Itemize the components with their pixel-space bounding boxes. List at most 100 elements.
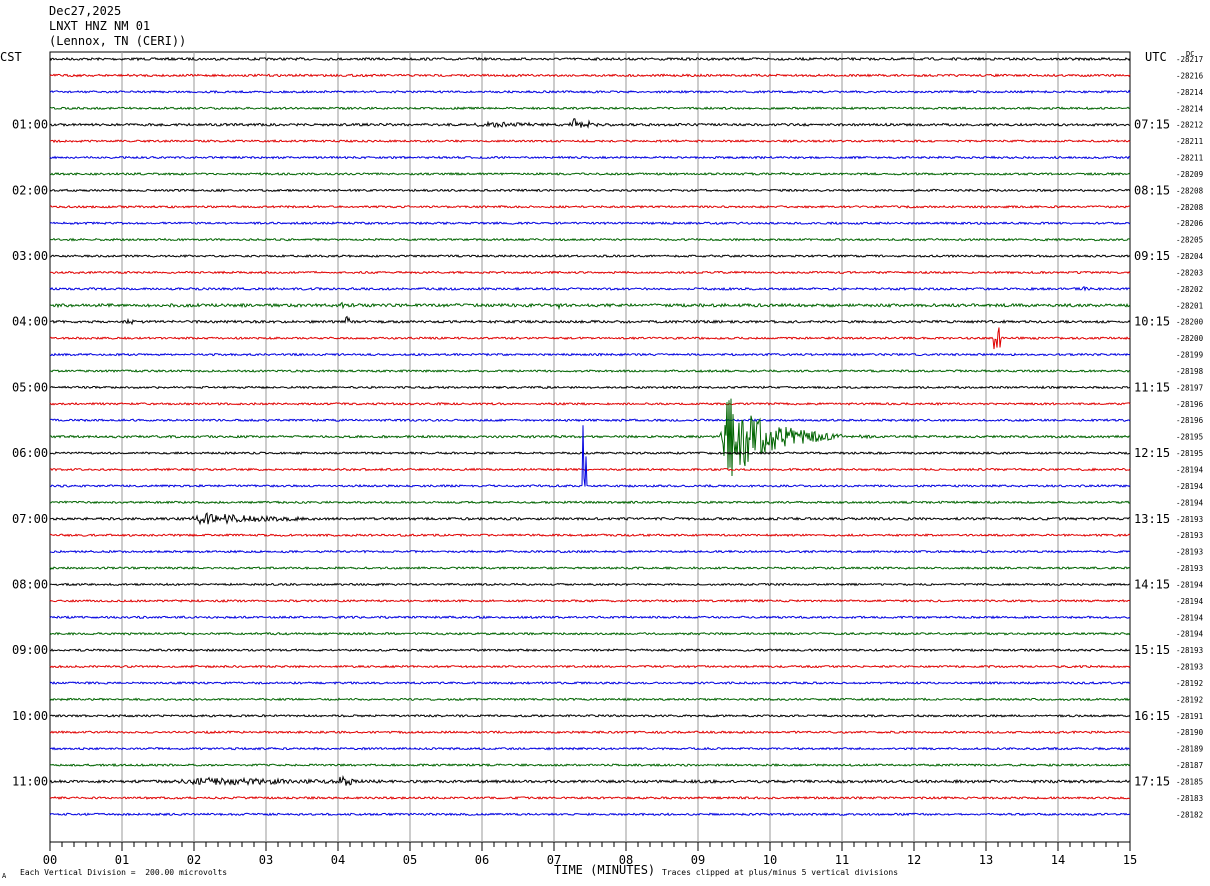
dc-offset-label: -28196	[1176, 416, 1204, 425]
x-tick-label: 08	[619, 853, 633, 867]
header-date: Dec27,2025	[49, 4, 122, 18]
left-hour-label: 04:00	[12, 315, 48, 329]
trace-line	[49, 204, 1131, 209]
x-tick-label: 15	[1123, 853, 1137, 867]
left-hour-label: 05:00	[12, 380, 48, 394]
trace-line	[49, 254, 1131, 259]
dc-offset-label: -28212	[1176, 121, 1203, 130]
trace-line	[49, 425, 1131, 488]
right-hour-label: 07:15	[1134, 118, 1170, 132]
x-tick-label: 09	[691, 853, 705, 867]
dc-offset-label: -28211	[1176, 137, 1203, 146]
trace-line	[49, 763, 1131, 768]
x-tick-label: 05	[403, 853, 417, 867]
left-zone-label: CST	[0, 50, 22, 64]
x-tick-label: 12	[907, 853, 921, 867]
trace-line	[49, 565, 1131, 571]
dc-offset-label: -28190	[1176, 728, 1204, 737]
scale-note: Each Vertical Division = 200.00 microvol…	[20, 868, 227, 877]
trace-line	[49, 270, 1131, 275]
dc-offset-label: -28205	[1176, 236, 1203, 245]
trace-line	[49, 139, 1131, 144]
dc-offset-label: -28193	[1176, 548, 1203, 557]
x-tick-label: 00	[43, 853, 57, 867]
right-hour-label: 17:15	[1134, 774, 1170, 788]
clip-note: Traces clipped at plus/minus 5 vertical …	[662, 868, 898, 877]
x-tick-label: 10	[763, 853, 777, 867]
left-hour-label: 07:00	[12, 512, 48, 526]
trace-line	[49, 680, 1131, 685]
right-time-labels: 07:15 08:15 09:15 10:15 11:15 12:15 13:15 14:15…	[1134, 118, 1170, 789]
trace-line	[49, 615, 1131, 620]
x-tick-label: 14	[1051, 853, 1065, 867]
right-hour-label: 11:15	[1134, 380, 1170, 394]
trace-line	[49, 598, 1131, 603]
x-tick-label: 06	[475, 853, 489, 867]
plot-frame	[49, 51, 1131, 843]
dc-offset-label: -28193	[1176, 564, 1203, 573]
seismic-traces	[49, 56, 1131, 817]
x-axis-title: TIME (MINUTES)	[554, 863, 655, 877]
trace-line	[49, 746, 1131, 751]
dc-offset-label: -28198	[1176, 367, 1204, 376]
trace-line	[49, 401, 1131, 406]
trace-line	[49, 664, 1131, 669]
dc-offset-label: -28206	[1176, 219, 1204, 228]
trace-line	[49, 171, 1131, 176]
header-station: LNXT HNZ NM 01	[49, 19, 151, 33]
left-hour-label: 08:00	[12, 577, 48, 591]
right-hour-label: 09:15	[1134, 249, 1170, 263]
right-hour-label: 12:15	[1134, 446, 1170, 460]
trace-line	[49, 73, 1131, 78]
dc-offset-label: -28208	[1176, 186, 1204, 195]
dc-offset-label: -28197	[1176, 383, 1203, 392]
dc-offset-label: -28208	[1176, 203, 1204, 212]
dc-offset-label: -28194	[1176, 466, 1204, 475]
trace-line	[49, 467, 1131, 472]
dc-offset-label: -28194	[1176, 613, 1204, 622]
dc-offset-label: -28200	[1176, 334, 1204, 343]
minute-grid	[49, 51, 1131, 843]
dc-offset-label: -28216	[1176, 71, 1204, 80]
left-hour-label: 10:00	[12, 709, 48, 723]
dc-offset-label: -28191	[1176, 712, 1203, 721]
trace-line	[49, 795, 1131, 800]
dc-offset-label: -28194	[1176, 498, 1204, 507]
trace-line	[49, 237, 1131, 242]
trace-line	[49, 500, 1131, 505]
dc-offset-labels: -28217 -28216 -28214 -28214 -28212 -28211 -282…	[1176, 55, 1204, 819]
left-hour-label: 11:00	[12, 774, 48, 788]
dc-offset-label: -28202	[1176, 285, 1203, 294]
right-hour-label: 14:15	[1134, 577, 1170, 591]
trace-line	[50, 398, 1131, 477]
dc-offset-label: -28185	[1176, 777, 1203, 786]
dc-offset-label: -28193	[1176, 663, 1203, 672]
trace-line	[49, 188, 1131, 193]
left-time-labels: 01:00 02:00 03:00 04:00 05:00 06:00 07:00 08:00…	[12, 118, 48, 789]
dc-offset-label: -28194	[1176, 482, 1204, 491]
dc-offset-label: -28187	[1176, 761, 1203, 770]
trace-line	[49, 713, 1131, 718]
left-hour-label: 06:00	[12, 446, 48, 460]
right-hour-label: 10:15	[1134, 315, 1170, 329]
dc-offset-label: -28195	[1176, 449, 1203, 458]
trace-line	[49, 327, 1131, 350]
right-hour-label: 15:15	[1134, 643, 1170, 657]
dc-offset-label: -28199	[1176, 351, 1203, 360]
trace-line	[49, 582, 1131, 587]
trace-line	[49, 648, 1131, 653]
trace-line	[49, 106, 1131, 111]
trace-line	[49, 533, 1131, 538]
trace-line	[49, 451, 1130, 456]
trace-line	[49, 285, 1131, 292]
left-hour-label: 03:00	[12, 249, 48, 263]
trace-line	[49, 301, 1131, 311]
dc-offset-label: -28195	[1176, 433, 1203, 442]
trace-line	[49, 385, 1131, 390]
trace-line	[49, 221, 1131, 226]
trace-line	[49, 730, 1131, 735]
dc-offset-label: -28209	[1176, 170, 1203, 179]
trace-line	[50, 368, 1131, 373]
dc-offset-label: -28192	[1176, 695, 1203, 704]
